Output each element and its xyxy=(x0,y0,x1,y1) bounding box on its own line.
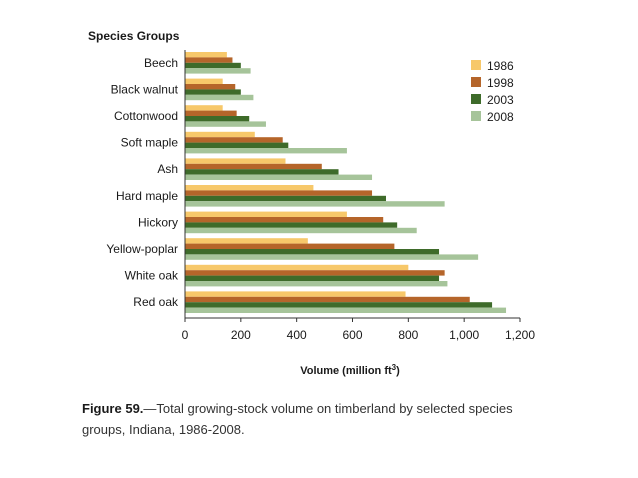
category-label: Soft maple xyxy=(121,136,179,150)
legend-swatch-2003 xyxy=(471,94,481,104)
category-label: Ash xyxy=(157,162,178,176)
bar-ash-2008 xyxy=(185,174,373,180)
bar-cottonwood-1998 xyxy=(185,110,237,116)
x-tick-label: 800 xyxy=(398,328,418,342)
bar-black-walnut-2008 xyxy=(185,94,254,101)
bar-chart: Species Groups Beech Black walnut Cottonwo… xyxy=(88,29,535,377)
x-tick-label: 1,000 xyxy=(449,328,479,342)
bar-red-oak-1986 xyxy=(185,291,406,297)
category-label: White oak xyxy=(125,269,179,283)
bar-black-walnut-1998 xyxy=(185,84,236,90)
category-label: Red oak xyxy=(133,295,179,309)
bar-hickory-1998 xyxy=(185,217,384,223)
bar-beech-1998 xyxy=(185,57,233,63)
bar-red-oak-2008 xyxy=(185,307,507,313)
bar-ash-1998 xyxy=(185,163,322,170)
x-tick-label: 600 xyxy=(342,328,362,342)
category-label: Hard maple xyxy=(116,189,178,203)
bar-yellow-poplar-1986 xyxy=(185,238,308,244)
bar-black-walnut-1986 xyxy=(185,78,223,84)
bar-hard-maple-1986 xyxy=(185,185,314,191)
bar-beech-2003 xyxy=(185,62,241,69)
x-tick-label: 200 xyxy=(231,328,251,342)
x-axis-title: Volume (million ft3) xyxy=(300,363,400,377)
x-axis-title-superscript: 3 xyxy=(392,363,397,372)
bar-yellow-poplar-2008 xyxy=(185,254,479,260)
bar-hard-maple-1998 xyxy=(185,190,373,196)
x-tick-label: 400 xyxy=(287,328,307,342)
figure-caption: Figure 59.—Total growing-stock volume on… xyxy=(82,398,552,440)
x-ticks: 0 200 400 600 800 1,000 1,200 xyxy=(182,318,535,342)
bars-group xyxy=(185,52,507,313)
bar-beech-1986 xyxy=(185,52,227,58)
x-tick-label: 0 xyxy=(182,328,189,342)
bar-yellow-poplar-1998 xyxy=(185,243,395,249)
bar-hickory-2003 xyxy=(185,222,398,228)
category-label: Yellow-poplar xyxy=(106,242,178,256)
caption-text: —Total growing-stock volume on timberlan… xyxy=(82,401,513,437)
x-axis-title-main: Volume (million ft xyxy=(300,365,392,377)
category-label: Black walnut xyxy=(111,82,179,96)
bar-cottonwood-1986 xyxy=(185,105,223,111)
bar-white-oak-1998 xyxy=(185,270,445,276)
bar-beech-2008 xyxy=(185,68,251,74)
bar-ash-1986 xyxy=(185,158,286,164)
bar-soft-maple-2003 xyxy=(185,142,289,148)
bar-ash-2003 xyxy=(185,169,339,175)
bar-hickory-2008 xyxy=(185,227,417,234)
bar-hickory-1986 xyxy=(185,211,347,217)
legend-label-2008: 2008 xyxy=(487,110,514,124)
bar-black-walnut-2003 xyxy=(185,89,241,95)
bar-white-oak-1986 xyxy=(185,264,409,271)
category-label: Hickory xyxy=(138,215,178,229)
category-labels: Beech Black walnut Cottonwood Soft maple Ash… xyxy=(106,56,179,309)
bar-red-oak-2003 xyxy=(185,302,493,308)
bar-hard-maple-2008 xyxy=(185,201,445,207)
x-tick-label: 1,200 xyxy=(505,328,535,342)
bar-yellow-poplar-2003 xyxy=(185,249,440,255)
bar-white-oak-2008 xyxy=(185,281,448,287)
category-label: Cottonwood xyxy=(114,109,178,123)
legend-label-1986: 1986 xyxy=(487,59,514,73)
bar-soft-maple-2008 xyxy=(185,148,347,154)
bar-red-oak-1998 xyxy=(185,296,470,303)
x-axis-title-close: ) xyxy=(396,365,400,377)
legend-label-1998: 1998 xyxy=(487,76,514,90)
legend-label-2003: 2003 xyxy=(487,93,514,107)
figure-number: Figure 59. xyxy=(82,401,144,416)
legend-swatch-1986 xyxy=(471,60,481,70)
legend: 1986 1998 2003 2008 xyxy=(471,59,514,124)
bar-soft-maple-1998 xyxy=(185,137,283,143)
legend-swatch-1998 xyxy=(471,77,481,87)
bar-cottonwood-2008 xyxy=(185,121,266,127)
legend-swatch-2008 xyxy=(471,111,481,121)
bar-cottonwood-2003 xyxy=(185,116,250,122)
category-axis-title: Species Groups xyxy=(88,29,180,43)
bar-hard-maple-2003 xyxy=(185,195,386,202)
bar-soft-maple-1986 xyxy=(185,131,255,138)
category-label: Beech xyxy=(144,56,178,70)
bar-white-oak-2003 xyxy=(185,275,440,281)
